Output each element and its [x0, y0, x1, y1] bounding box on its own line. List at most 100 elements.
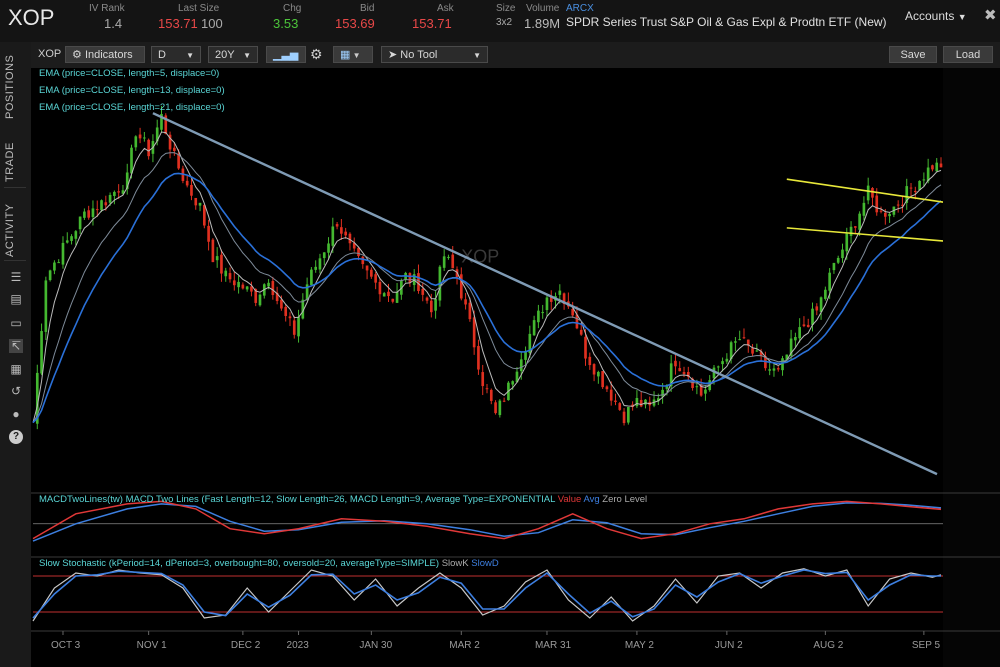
list-icon[interactable]: ☰ — [10, 270, 22, 284]
candle-body — [609, 389, 613, 401]
ema-legend-item: EMA (price=CLOSE, length=21, displace=0) — [39, 102, 225, 113]
aggregation-select[interactable]: D ▼ — [151, 46, 201, 63]
accounts-menu[interactable]: Accounts ▼ — [905, 9, 967, 23]
candle-body — [875, 195, 879, 213]
candle-body — [202, 205, 206, 226]
candle-body — [35, 372, 39, 424]
candle-body — [532, 320, 536, 336]
chart-icon[interactable]: ↸ — [9, 339, 23, 353]
menu-icon[interactable]: ▤ — [10, 292, 22, 306]
tab-activity[interactable]: ACTIVITY — [4, 200, 26, 261]
drawing-tool-select[interactable]: ➤ No Tool ▼ — [381, 46, 488, 63]
candle-body — [464, 299, 467, 305]
exchange-label: ARCX — [566, 3, 594, 14]
slowk-line — [32, 568, 942, 622]
stoch-series-label: SlowD — [471, 558, 499, 569]
last-size: 100 — [201, 16, 223, 31]
candle-body — [305, 284, 309, 301]
candle-body — [57, 262, 61, 264]
users-icon[interactable]: ● — [12, 407, 20, 421]
candle-body — [83, 211, 86, 218]
bid-label: Bid — [360, 3, 375, 14]
candle-body — [665, 384, 669, 389]
monitor-icon[interactable]: ▭ — [10, 316, 22, 330]
candle-body — [352, 242, 356, 249]
history-icon[interactable]: ↺ — [10, 384, 22, 398]
candle-body — [502, 400, 506, 402]
candle-body — [742, 337, 746, 339]
candle-body — [614, 400, 617, 402]
candle-body — [597, 371, 600, 377]
candle-body — [772, 368, 776, 371]
ask-value: 153.71 — [412, 16, 452, 31]
toolbar-symbol[interactable]: XOP — [38, 48, 62, 60]
stoch-title: Slow Stochastic (kPeriod=14, dPeriod=3, … — [39, 558, 499, 569]
chevron-down-icon: ▼ — [243, 51, 251, 60]
candle-body — [519, 359, 523, 372]
candle-body — [485, 388, 489, 390]
settings-gear-icon[interactable]: ⚙ — [310, 46, 323, 62]
candle-body — [489, 389, 493, 401]
tab-trade[interactable]: TRADE — [4, 137, 26, 188]
candle-body — [357, 247, 360, 257]
symbol-title[interactable]: XOP — [8, 5, 55, 30]
channel-lower-line — [786, 227, 954, 243]
candle-body — [275, 292, 279, 302]
candle-body — [811, 308, 814, 325]
candle-body — [699, 384, 703, 396]
indicators-button[interactable]: ⚙ Indicators — [65, 46, 145, 63]
macd-value-line — [32, 500, 942, 540]
candle-body — [155, 127, 159, 142]
candle-body — [618, 403, 622, 410]
candle-body — [571, 308, 574, 316]
studies-grid-icon: ▦ — [340, 49, 351, 61]
size-label: Size — [496, 3, 516, 14]
ema-legend-item: EMA (price=CLOSE, length=5, displace=0) — [39, 68, 219, 79]
candle-body — [832, 262, 836, 271]
candle-body — [781, 358, 784, 371]
period-value: 20Y — [215, 49, 235, 61]
save-button[interactable]: Save — [889, 46, 937, 63]
candle-body — [241, 284, 245, 289]
candle-body — [511, 381, 515, 385]
indicators-label: Indicators — [84, 49, 133, 61]
chart-canvas[interactable]: XOP1651601551501451401351301251201151101… — [31, 68, 1000, 667]
security-description: SPDR Series Trust S&P Oil & Gas Expl & P… — [566, 15, 887, 29]
macd-title: MACDTwoLines(tw) MACD Two Lines (Fast Le… — [39, 494, 647, 505]
chart-style-button[interactable]: ▁▃▅ ▼ — [266, 46, 306, 77]
candle-body — [387, 291, 390, 297]
help-icon[interactable]: ? — [9, 430, 23, 444]
close-icon[interactable]: ✖ — [984, 7, 997, 24]
candle-body — [340, 227, 343, 234]
candle-body — [806, 324, 810, 328]
candle-body — [738, 339, 742, 341]
candle-body — [815, 306, 819, 311]
candle-body — [245, 286, 249, 290]
candle-body — [494, 402, 497, 414]
grid-icon[interactable]: ▦ — [10, 362, 22, 376]
studies-button[interactable]: ▦ ▼ — [333, 46, 373, 63]
candle-body — [472, 317, 476, 348]
candle-body — [575, 314, 579, 329]
candle-body — [65, 240, 69, 243]
period-select[interactable]: 20Y ▼ — [208, 46, 258, 63]
candle-body — [61, 242, 65, 265]
candle-body — [147, 139, 150, 157]
candle-body — [91, 208, 95, 217]
candle-body — [888, 213, 891, 217]
candle-body — [220, 254, 223, 274]
candle-body — [417, 273, 420, 292]
candle-body — [528, 333, 532, 354]
load-button[interactable]: Load — [943, 46, 993, 63]
candle-body — [545, 297, 549, 310]
tab-positions[interactable]: POSITIONS — [4, 54, 16, 120]
candle-body — [695, 386, 699, 388]
candle-body — [370, 269, 373, 277]
candle-body — [734, 341, 737, 343]
candle-body — [143, 137, 146, 139]
candle-body — [284, 306, 288, 316]
candle-body — [117, 191, 120, 193]
candle-body — [100, 200, 103, 211]
ema-21-line — [32, 172, 942, 424]
candle-body — [896, 204, 900, 206]
